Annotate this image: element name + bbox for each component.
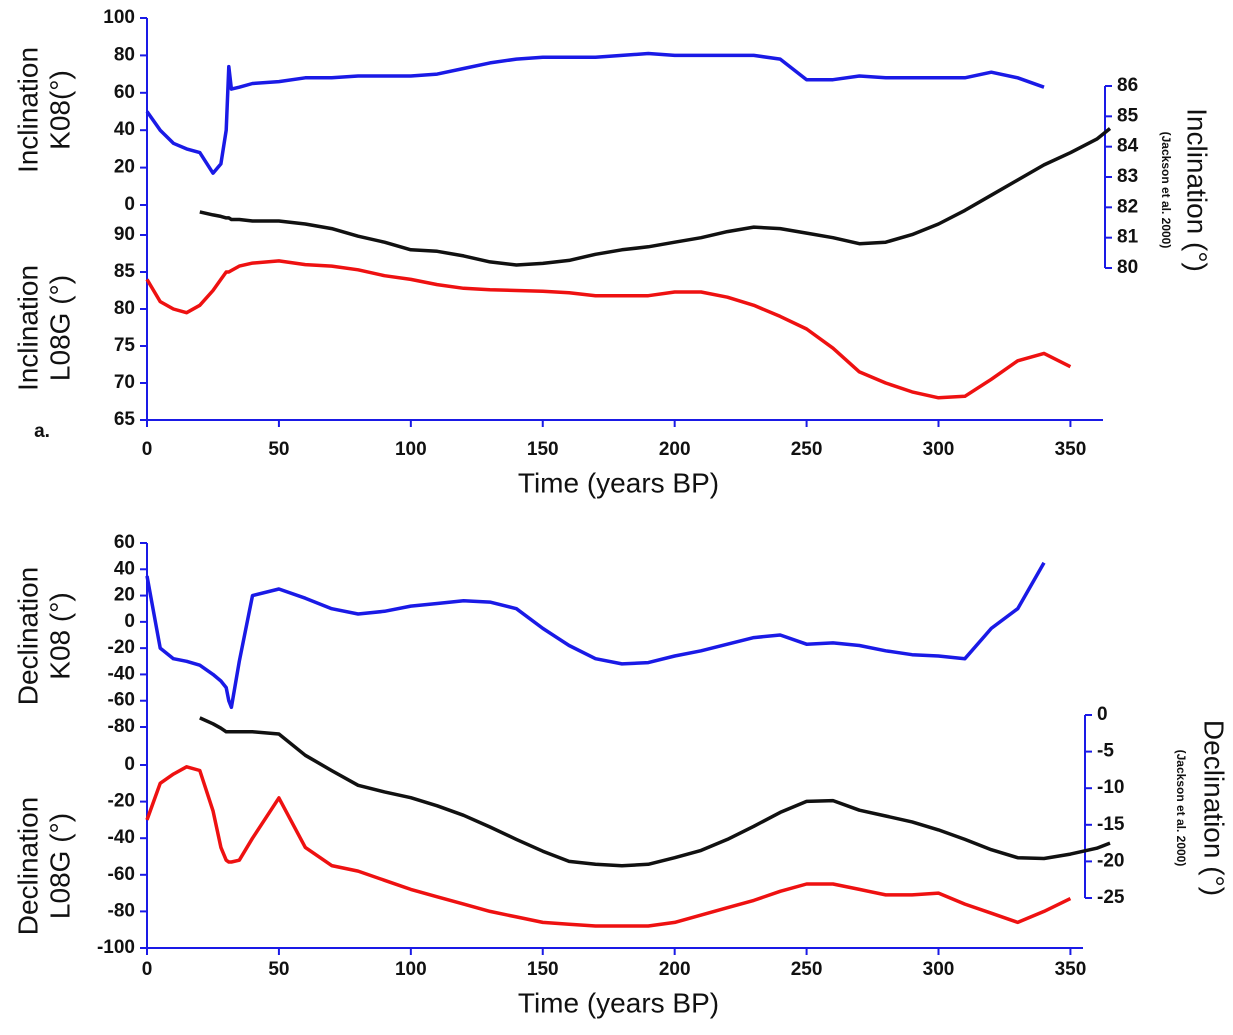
y-axis-label: K08(°) bbox=[44, 70, 75, 150]
data-line bbox=[145, 51, 1045, 175]
y-tick-label: 65 bbox=[114, 409, 136, 430]
x-tick-label: 300 bbox=[923, 439, 955, 460]
y-tick-label: 20 bbox=[114, 157, 135, 178]
y-tick-label: 81 bbox=[1117, 227, 1139, 248]
x-tick-label: 50 bbox=[268, 959, 289, 980]
y-tick-label: -20 bbox=[108, 791, 135, 812]
x-tick-label: 0 bbox=[142, 439, 153, 460]
data-line bbox=[199, 127, 1112, 267]
y-tick-label: -5 bbox=[1097, 741, 1114, 762]
y-tick-label: -60 bbox=[108, 864, 135, 885]
y-tick-label: 60 bbox=[114, 532, 135, 553]
x-axis-label: Time (years BP) bbox=[518, 467, 719, 498]
y-tick-label: -80 bbox=[108, 716, 135, 737]
y-tick-label: 80 bbox=[114, 44, 135, 65]
y-tick-label: 60 bbox=[114, 82, 135, 103]
x-tick-label: 350 bbox=[1055, 439, 1087, 460]
y-tick-label: -20 bbox=[108, 637, 135, 658]
y-tick-label: -10 bbox=[1097, 777, 1124, 798]
y-tick-label: 75 bbox=[114, 335, 136, 356]
y-tick-label: 0 bbox=[124, 611, 135, 632]
y-axis-label: L08G (°) bbox=[44, 813, 75, 919]
y-tick-label: -60 bbox=[108, 690, 135, 711]
y-tick-label: -40 bbox=[108, 827, 135, 848]
x-tick-label: 200 bbox=[659, 959, 691, 980]
y-tick-label: 80 bbox=[114, 298, 135, 319]
y-tick-label: -15 bbox=[1097, 814, 1125, 835]
x-tick-label: 50 bbox=[268, 439, 289, 460]
y-axis-label: (Jackson et al. 2000) bbox=[1174, 750, 1188, 867]
y-tick-label: 20 bbox=[114, 585, 135, 606]
x-tick-label: 100 bbox=[395, 439, 427, 460]
y-axis-label: Inclination (°) bbox=[1182, 108, 1213, 272]
y-tick-label: -25 bbox=[1097, 887, 1125, 908]
x-tick-label: 250 bbox=[791, 959, 823, 980]
y-axis-label: Declination bbox=[12, 567, 43, 706]
x-tick-label: 350 bbox=[1055, 959, 1087, 980]
x-tick-label: 0 bbox=[142, 959, 153, 980]
y-tick-label: 100 bbox=[103, 7, 135, 28]
y-tick-label: 70 bbox=[114, 372, 135, 393]
y-axis-label: Declination bbox=[12, 797, 43, 936]
y-tick-label: -100 bbox=[97, 937, 135, 958]
y-tick-label: 80 bbox=[1117, 257, 1138, 278]
x-tick-label: 300 bbox=[923, 959, 955, 980]
y-axis-label: Declination (°) bbox=[1199, 720, 1230, 896]
data-line bbox=[145, 259, 1072, 400]
y-axis-label: K08 (°) bbox=[44, 592, 75, 679]
y-tick-label: -80 bbox=[108, 900, 135, 921]
y-tick-label: 86 bbox=[1117, 75, 1138, 96]
y-tick-label: 85 bbox=[114, 261, 136, 282]
y-tick-label: 85 bbox=[1117, 105, 1139, 126]
y-axis-label: Inclination bbox=[12, 265, 43, 391]
y-tick-label: 0 bbox=[124, 194, 135, 215]
x-tick-label: 150 bbox=[527, 959, 559, 980]
y-tick-label: 84 bbox=[1117, 136, 1139, 157]
x-tick-label: 100 bbox=[395, 959, 427, 980]
x-tick-label: 200 bbox=[659, 439, 691, 460]
y-tick-label: 82 bbox=[1117, 196, 1138, 217]
panel-label: a. bbox=[34, 421, 50, 442]
y-tick-label: 83 bbox=[1117, 166, 1138, 187]
y-axis-label: (Jackson et al. 2000) bbox=[1159, 132, 1173, 249]
y-axis-label: Inclination bbox=[12, 47, 43, 173]
y-tick-label: -20 bbox=[1097, 850, 1124, 871]
y-tick-label: -40 bbox=[108, 663, 135, 684]
y-tick-label: 90 bbox=[114, 224, 135, 245]
data-line bbox=[145, 561, 1046, 710]
data-line bbox=[145, 765, 1072, 928]
data-line bbox=[199, 716, 1111, 868]
y-tick-label: 40 bbox=[114, 558, 135, 579]
x-tick-label: 250 bbox=[791, 439, 823, 460]
x-tick-label: 150 bbox=[527, 439, 559, 460]
y-tick-label: 40 bbox=[114, 119, 135, 140]
y-tick-label: 0 bbox=[124, 754, 135, 775]
y-axis-label: L08G (°) bbox=[44, 275, 75, 381]
y-tick-label: 0 bbox=[1097, 704, 1108, 725]
x-axis-label: Time (years BP) bbox=[518, 987, 719, 1018]
